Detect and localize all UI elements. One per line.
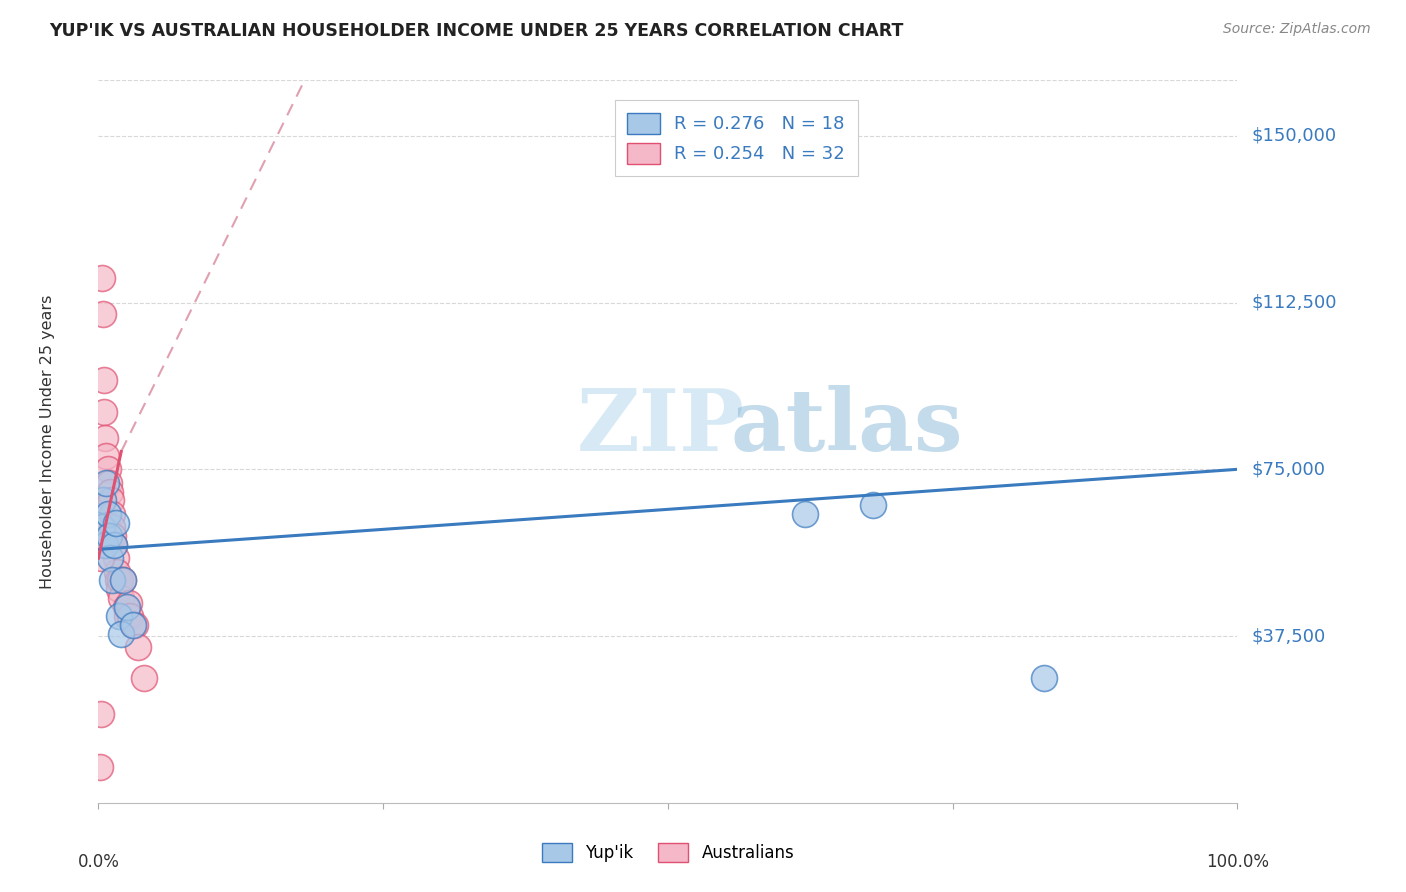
Text: Householder Income Under 25 years: Householder Income Under 25 years xyxy=(39,294,55,589)
Text: YUP'IK VS AUSTRALIAN HOUSEHOLDER INCOME UNDER 25 YEARS CORRELATION CHART: YUP'IK VS AUSTRALIAN HOUSEHOLDER INCOME … xyxy=(49,22,904,40)
Text: $37,500: $37,500 xyxy=(1251,627,1326,645)
Point xyxy=(108,574,131,588)
Point xyxy=(96,475,118,490)
Point xyxy=(101,574,124,588)
Point xyxy=(103,529,125,543)
Point xyxy=(96,462,118,476)
Point xyxy=(101,520,124,534)
Text: $75,000: $75,000 xyxy=(1251,460,1326,478)
Point xyxy=(121,618,143,632)
Text: $150,000: $150,000 xyxy=(1251,127,1336,145)
Point xyxy=(120,609,142,624)
Point xyxy=(108,582,131,597)
Point xyxy=(101,507,124,521)
Point xyxy=(96,449,118,463)
Point xyxy=(100,493,122,508)
Point xyxy=(110,591,132,606)
Point xyxy=(96,507,118,521)
Point xyxy=(103,538,125,552)
Text: 100.0%: 100.0% xyxy=(1206,854,1268,871)
Text: $112,500: $112,500 xyxy=(1251,293,1337,311)
Point xyxy=(91,493,114,508)
Point xyxy=(110,627,132,641)
Point xyxy=(793,507,815,521)
Text: 0.0%: 0.0% xyxy=(77,854,120,871)
Point xyxy=(862,498,884,512)
Point xyxy=(94,431,117,445)
Point xyxy=(104,551,127,566)
Point xyxy=(124,618,146,632)
Point xyxy=(90,271,112,285)
Text: ZIP: ZIP xyxy=(576,385,745,469)
Point xyxy=(121,618,143,632)
Point xyxy=(114,600,136,615)
Text: atlas: atlas xyxy=(731,385,963,469)
Point xyxy=(105,565,128,579)
Point xyxy=(90,520,112,534)
Point xyxy=(89,760,111,774)
Point xyxy=(112,574,135,588)
Point xyxy=(108,609,131,624)
Text: Source: ZipAtlas.com: Source: ZipAtlas.com xyxy=(1223,22,1371,37)
Point xyxy=(94,538,117,552)
Point xyxy=(107,574,129,588)
Point xyxy=(97,529,120,543)
Legend: Yup'ik, Australians: Yup'ik, Australians xyxy=(530,831,806,874)
Point xyxy=(97,475,120,490)
Point xyxy=(104,516,127,530)
Point xyxy=(115,609,138,624)
Point xyxy=(90,706,112,721)
Point xyxy=(93,373,115,387)
Point xyxy=(90,551,112,566)
Point xyxy=(103,538,125,552)
Point xyxy=(93,404,115,418)
Point xyxy=(112,574,135,588)
Point xyxy=(1032,671,1054,685)
Point xyxy=(115,600,138,615)
Point xyxy=(98,484,121,499)
Point xyxy=(132,671,155,685)
Point xyxy=(91,307,114,321)
Point xyxy=(127,640,149,655)
Point xyxy=(118,596,141,610)
Point xyxy=(98,551,121,566)
